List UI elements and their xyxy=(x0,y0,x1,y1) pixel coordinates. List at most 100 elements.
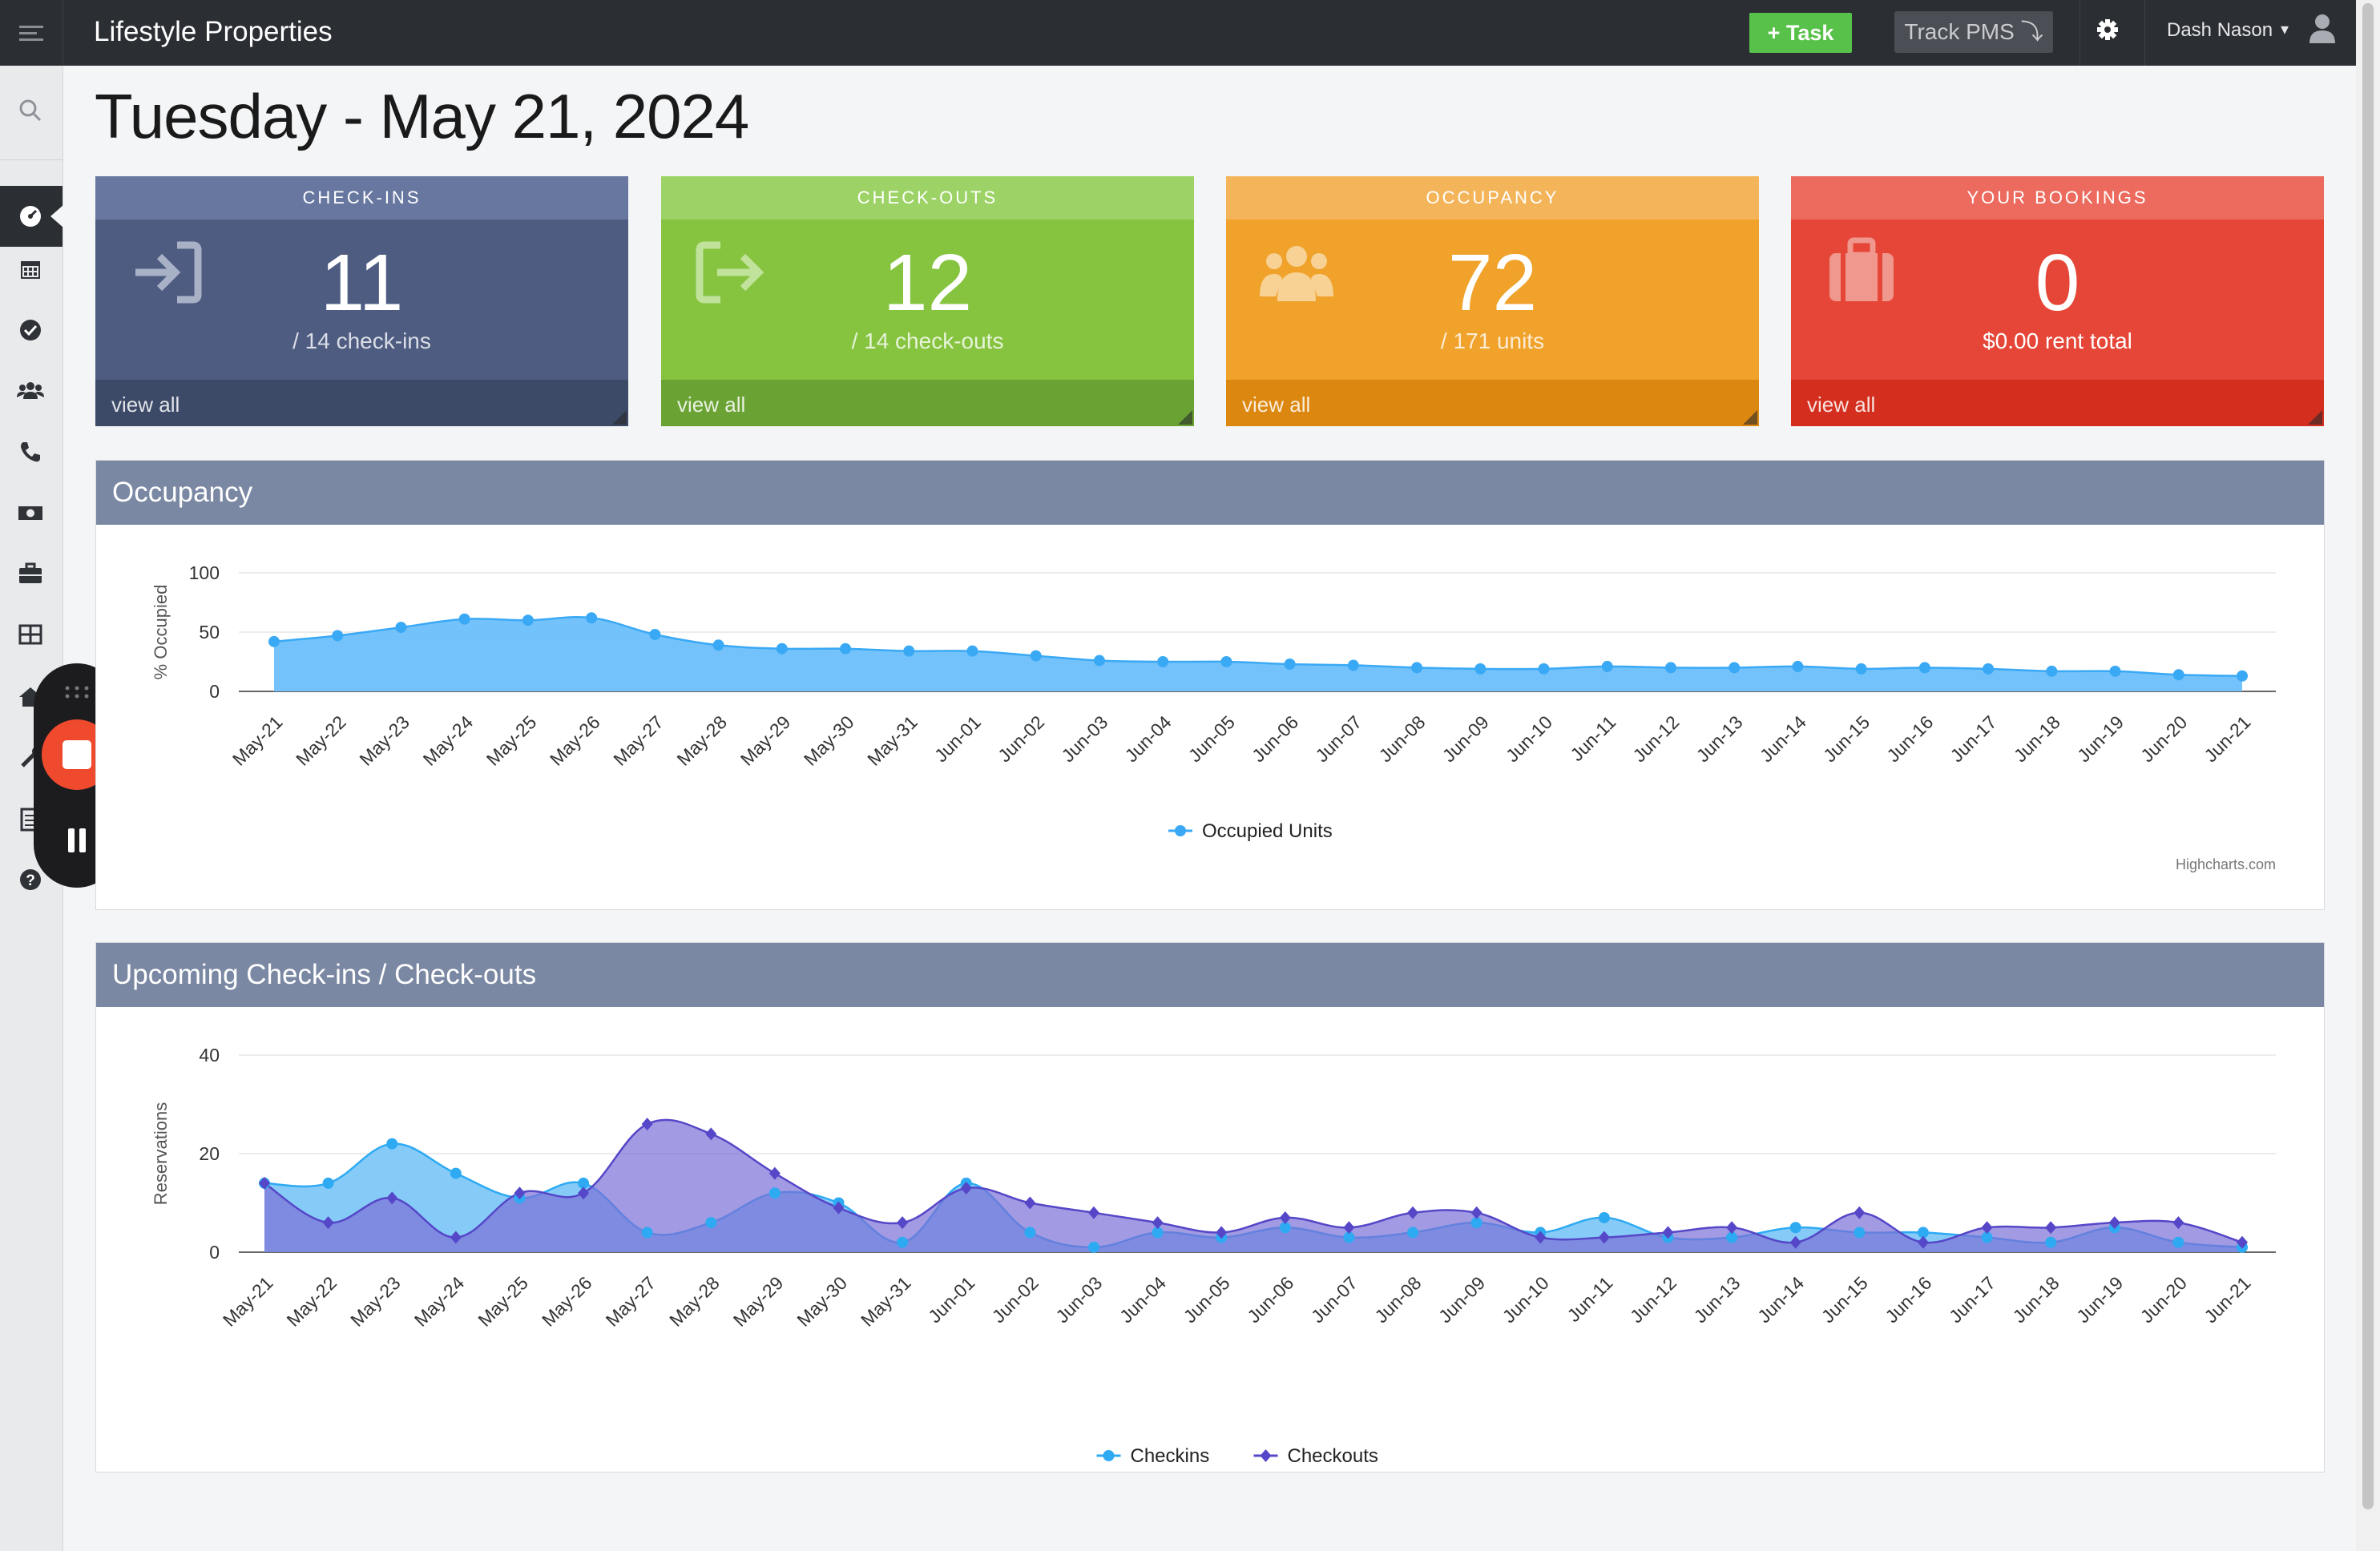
help-icon[interactable]: ? xyxy=(16,865,45,894)
data-point[interactable] xyxy=(1407,1227,1419,1239)
data-point[interactable] xyxy=(1024,1196,1036,1210)
scrollbar-thumb[interactable] xyxy=(2362,3,2374,1509)
view-all-link[interactable]: view all xyxy=(95,380,628,426)
data-point[interactable] xyxy=(1279,1222,1291,1234)
data-point[interactable] xyxy=(2045,1221,2057,1235)
data-point[interactable] xyxy=(960,1182,972,1195)
data-point[interactable] xyxy=(1024,1227,1036,1239)
data-point[interactable] xyxy=(514,1186,526,1200)
data-point[interactable] xyxy=(768,1166,781,1180)
calendar-icon[interactable] xyxy=(16,255,45,284)
stat-card-check-outs[interactable]: CHECK-OUTS 12/ 14 check-outs view all xyxy=(661,176,1194,426)
money-icon[interactable] xyxy=(16,498,45,527)
view-all-link[interactable]: view all xyxy=(1791,380,2324,426)
data-point[interactable] xyxy=(897,1236,909,1248)
data-point[interactable] xyxy=(1855,663,1867,675)
data-point[interactable] xyxy=(2172,669,2184,681)
settings-button[interactable] xyxy=(2079,0,2145,66)
data-point[interactable] xyxy=(1343,1221,1355,1235)
data-point[interactable] xyxy=(1598,1231,1610,1244)
user-icon[interactable] xyxy=(2308,13,2337,45)
data-point[interactable] xyxy=(1220,656,1232,667)
data-point[interactable] xyxy=(2046,665,2058,677)
data-point[interactable] xyxy=(1854,1206,1866,1219)
view-all-link[interactable]: view all xyxy=(1226,380,1759,426)
data-point[interactable] xyxy=(641,1227,653,1239)
data-point[interactable] xyxy=(1538,663,1550,675)
data-point[interactable] xyxy=(586,612,598,624)
stat-card-your-bookings[interactable]: YOUR BOOKINGS 0 $0.00 rent total view all xyxy=(1791,176,2324,426)
highcharts-credit[interactable]: Highcharts.com xyxy=(2176,856,2276,872)
data-point[interactable] xyxy=(833,1201,845,1215)
data-point[interactable] xyxy=(712,639,724,651)
data-point[interactable] xyxy=(649,628,661,640)
data-point[interactable] xyxy=(641,1118,653,1131)
legend-item[interactable]: Checkouts xyxy=(1253,1445,1378,1467)
stat-card-occupancy[interactable]: OCCUPANCY 72/ 171 units view all xyxy=(1226,176,1759,426)
data-point[interactable] xyxy=(268,635,280,647)
legend-item[interactable]: Occupied Units xyxy=(1168,820,1333,842)
data-point[interactable] xyxy=(322,1216,334,1230)
briefcase-icon[interactable] xyxy=(16,559,45,588)
track-pms-button[interactable]: Track PMS ⤵ xyxy=(1894,11,2053,53)
data-point[interactable] xyxy=(1729,662,1741,674)
grid-icon[interactable] xyxy=(16,620,45,649)
data-point[interactable] xyxy=(1917,1235,1929,1249)
data-point[interactable] xyxy=(1535,1231,1547,1244)
data-point[interactable] xyxy=(1601,660,1613,672)
data-point[interactable] xyxy=(332,630,344,642)
data-point[interactable] xyxy=(776,643,788,655)
user-menu[interactable]: Dash Nason xyxy=(2167,19,2273,41)
data-point[interactable] xyxy=(522,614,534,626)
data-point[interactable] xyxy=(2237,670,2248,682)
stat-card-check-ins[interactable]: CHECK-INS 11/ 14 check-ins view all xyxy=(95,176,628,426)
data-point[interactable] xyxy=(578,1186,590,1200)
data-point[interactable] xyxy=(1279,1211,1291,1224)
legend-item[interactable]: Checkins xyxy=(1096,1445,1210,1467)
data-point[interactable] xyxy=(1854,1227,1866,1239)
data-point[interactable] xyxy=(578,1177,590,1189)
data-point[interactable] xyxy=(458,613,470,625)
data-point[interactable] xyxy=(1981,1221,1993,1235)
data-point[interactable] xyxy=(1343,1231,1355,1243)
data-point[interactable] xyxy=(903,645,915,657)
data-point[interactable] xyxy=(1726,1231,1738,1243)
data-point[interactable] xyxy=(1087,1206,1099,1219)
data-point[interactable] xyxy=(450,1167,462,1179)
data-point[interactable] xyxy=(1284,658,1296,670)
data-point[interactable] xyxy=(1662,1226,1674,1239)
data-point[interactable] xyxy=(1664,662,1676,674)
check-circle-icon[interactable] xyxy=(16,316,45,344)
data-point[interactable] xyxy=(1411,662,1423,674)
data-point[interactable] xyxy=(1216,1226,1228,1239)
data-point[interactable] xyxy=(1598,1211,1610,1223)
data-point[interactable] xyxy=(1093,655,1105,667)
data-point[interactable] xyxy=(1407,1206,1419,1219)
data-point[interactable] xyxy=(705,1127,717,1141)
view-all-link[interactable]: view all xyxy=(661,380,1194,426)
data-point[interactable] xyxy=(1918,662,1930,674)
data-point[interactable] xyxy=(1726,1221,1738,1235)
data-point[interactable] xyxy=(1983,663,1995,675)
phone-icon[interactable] xyxy=(16,437,45,466)
data-point[interactable] xyxy=(1789,1235,1801,1249)
data-point[interactable] xyxy=(1792,660,1804,672)
menu-toggle-button[interactable] xyxy=(0,0,63,66)
data-point[interactable] xyxy=(395,622,407,634)
data-point[interactable] xyxy=(1347,659,1359,671)
data-point[interactable] xyxy=(2172,1216,2184,1230)
data-point[interactable] xyxy=(1470,1206,1482,1219)
data-point[interactable] xyxy=(2045,1236,2057,1248)
data-point[interactable] xyxy=(1470,1217,1482,1229)
data-point[interactable] xyxy=(1789,1222,1801,1234)
data-point[interactable] xyxy=(1981,1231,1993,1243)
caret-down-icon[interactable]: ▾ xyxy=(2281,21,2289,38)
add-task-button[interactable]: + Task xyxy=(1749,13,1852,53)
data-point[interactable] xyxy=(840,643,852,655)
data-point[interactable] xyxy=(2237,1235,2248,1249)
data-point[interactable] xyxy=(2172,1236,2184,1248)
data-point[interactable] xyxy=(897,1216,909,1230)
data-point[interactable] xyxy=(1152,1216,1164,1230)
data-point[interactable] xyxy=(705,1217,717,1229)
data-point[interactable] xyxy=(1917,1227,1929,1239)
